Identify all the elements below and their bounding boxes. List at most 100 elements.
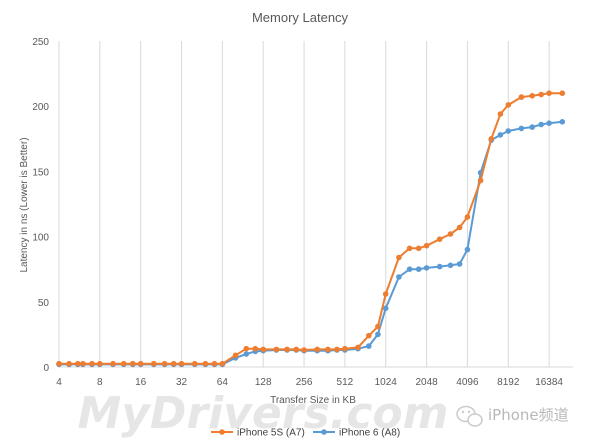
vertical-gridlines [58, 41, 550, 367]
data-point [178, 360, 185, 367]
series-line [59, 92, 563, 365]
data-point [120, 360, 127, 367]
x-tick-label: 128 [255, 377, 272, 388]
data-point [366, 343, 372, 349]
x-tick-label: 512 [337, 377, 354, 388]
data-point [191, 360, 198, 367]
data-point [415, 266, 422, 273]
data-point [342, 345, 348, 352]
x-axis: 4 8 16 32 64 128 256 512 1024 2048 4096 8192 16384 [56, 366, 573, 388]
x-tick-label: 256 [296, 377, 313, 388]
series-layer [56, 90, 566, 368]
y-tick-label: 100 [32, 233, 49, 244]
data-point [170, 360, 177, 367]
data-point [130, 360, 136, 367]
data-point [202, 360, 209, 367]
data-point [456, 224, 463, 231]
data-point [529, 93, 535, 99]
data-point [447, 262, 454, 269]
x-axis-label: Transfer Size in KB [270, 395, 356, 406]
data-point [538, 91, 544, 98]
x-tick-label: 2048 [415, 377, 438, 388]
data-point [151, 360, 157, 367]
data-point [447, 231, 454, 237]
data-point [243, 345, 250, 352]
data-point [382, 291, 389, 297]
data-point [366, 332, 372, 339]
data-point [161, 360, 168, 367]
legend-label: iPhone 6 (A8) [339, 428, 400, 439]
data-point [488, 136, 495, 142]
x-tick-label: 8 [97, 377, 103, 388]
wechat-icon [456, 405, 483, 427]
y-tick-label: 200 [32, 102, 49, 113]
data-point [56, 360, 62, 367]
data-point [518, 94, 525, 100]
legend-label: iPhone 5S (A7) [237, 428, 305, 439]
data-point [284, 346, 290, 353]
x-tick-label: 4 [56, 377, 62, 388]
series-0 [56, 90, 566, 367]
y-tick-label: 250 [32, 37, 49, 48]
x-tick-label: 16384 [535, 377, 563, 388]
data-point [75, 360, 81, 367]
data-point [505, 102, 512, 108]
data-point [546, 90, 552, 96]
data-point [66, 360, 72, 367]
data-point [505, 128, 512, 134]
legend-marker [321, 429, 327, 435]
x-tick-label: 64 [217, 377, 229, 388]
chart-title: Memory Latency [252, 10, 349, 25]
data-point [464, 214, 471, 220]
legend-item: iPhone 5S (A7) [211, 428, 305, 439]
x-tick-label: 32 [176, 377, 188, 388]
data-point [260, 346, 267, 353]
data-point [436, 236, 443, 242]
x-tick-label: 16 [135, 377, 147, 388]
data-point [559, 119, 566, 125]
x-tick-label: 8192 [497, 377, 520, 388]
legend-marker [219, 429, 225, 435]
data-point [538, 121, 544, 128]
legend-item: iPhone 6 (A8) [313, 428, 400, 439]
data-point [89, 360, 95, 367]
data-point [80, 360, 86, 367]
data-point [423, 242, 430, 249]
watermark-logo: MyDrivers.com [77, 388, 448, 439]
x-tick-label: 1024 [375, 377, 398, 388]
data-point [334, 346, 340, 353]
y-tick-label: 150 [32, 167, 49, 178]
data-point [325, 346, 331, 353]
data-point [497, 111, 504, 117]
data-point [355, 344, 361, 351]
y-axis-label: Latency in ns (Lower is Better) [19, 137, 30, 272]
data-point [314, 346, 321, 353]
data-point [396, 254, 402, 261]
data-point [559, 90, 566, 96]
data-point [406, 245, 413, 252]
data-point [375, 323, 381, 330]
y-axis-ticks: 0 50 100 150 200 250 [32, 37, 49, 374]
data-point [273, 346, 280, 353]
data-point [529, 124, 535, 130]
data-point [219, 360, 226, 367]
data-point [497, 132, 504, 138]
data-point [546, 120, 552, 126]
data-point [232, 352, 239, 359]
data-point [423, 265, 430, 271]
watermark-badge: iPhone频道 [488, 406, 569, 424]
data-point [301, 347, 307, 353]
data-point [252, 345, 259, 352]
data-point [382, 305, 389, 312]
data-point [375, 331, 381, 338]
series-1 [56, 119, 566, 368]
x-tick-label: 4096 [456, 377, 479, 388]
y-tick-label: 50 [38, 298, 50, 309]
data-point [456, 261, 463, 267]
data-point [137, 360, 144, 367]
data-point [518, 125, 525, 132]
data-point [415, 245, 422, 252]
data-point [464, 246, 471, 253]
data-point [211, 360, 218, 367]
